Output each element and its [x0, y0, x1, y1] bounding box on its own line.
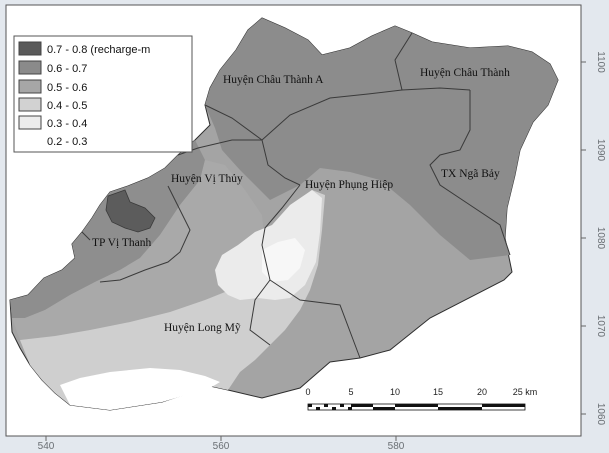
district-label-vi-thuy: Huyện Vị Thủy: [171, 173, 243, 185]
legend-swatch: [18, 79, 42, 94]
x-tick-label: 540: [38, 441, 55, 452]
legend-item: 0.3 - 0.4: [18, 115, 87, 130]
scale-label: 5: [348, 387, 353, 397]
district-label-chau-thanh-a: Huyện Châu Thành A: [223, 74, 324, 86]
legend-swatch: [18, 41, 42, 56]
legend-item: 0.5 - 0.6: [18, 79, 87, 94]
legend-item: 0.7 - 0.8 (recharge-m: [18, 41, 150, 56]
legend-item: 0.2 - 0.3: [18, 133, 87, 148]
scale-label: 20: [477, 387, 487, 397]
y-tick-label: 1100: [595, 51, 606, 73]
zone-0-2-center: [262, 238, 305, 282]
legend-item: 0.4 - 0.5: [18, 97, 87, 112]
y-tick-label: 1060: [595, 403, 606, 426]
legend-label: 0.3 - 0.4: [47, 118, 87, 130]
legend-swatch: [18, 115, 42, 130]
district-label-long-my: Huyện Long Mỹ: [164, 322, 241, 334]
y-tick-label: 1070: [595, 315, 606, 338]
legend-swatch: [18, 133, 42, 148]
legend-label: 0.2 - 0.3: [47, 136, 87, 148]
x-tick-label: 580: [388, 441, 405, 452]
zone-0-5-mid: [12, 160, 265, 340]
scale-label: 0: [305, 387, 310, 397]
legend-swatch: [18, 60, 42, 75]
x-axis-ticks: 540 560 580: [38, 436, 405, 452]
legend-item: 0.6 - 0.7: [18, 60, 87, 75]
legend-label: 0.4 - 0.5: [47, 100, 87, 112]
district-label-vi-thanh: TP Vị Thanh: [92, 237, 151, 249]
x-tick-label: 560: [213, 441, 230, 452]
y-tick-label: 1080: [595, 227, 606, 250]
y-axis-ticks: 1100 1090 1080 1070 1060: [581, 51, 606, 426]
zone-0-6-north: [205, 18, 558, 260]
scale-bar: 0 5 10 15 20 25 km: [305, 387, 538, 411]
province-map: [9, 17, 559, 411]
legend-label: 0.7 - 0.8 (recharge-m: [47, 44, 150, 56]
legend-label: 0.6 - 0.7: [47, 63, 87, 75]
zone-0-2-south: [60, 368, 220, 410]
legend-box: [13, 35, 193, 153]
scale-label: 15: [433, 387, 443, 397]
legend-label: 0.5 - 0.6: [47, 82, 87, 94]
y-tick-label: 1090: [595, 139, 606, 162]
district-boundaries: [81, 32, 511, 359]
zone-0-4-center: [20, 190, 325, 410]
legend: 0.7 - 0.8 (recharge-m 0.6 - 0.7 0.5 - 0.…: [13, 35, 193, 153]
district-label-nga-bay: TX Ngã Bảy: [441, 168, 500, 180]
district-label-phung-hiep: Huyện Phụng Hiệp: [305, 179, 393, 191]
zone-0-7-patch: [105, 189, 156, 233]
district-labels: Huyện Châu Thành A Huyện Châu Thành Huyệ…: [92, 67, 510, 334]
legend-swatch: [18, 97, 42, 112]
zone-0-6-west: [10, 140, 205, 318]
scale-label: 25 km: [513, 387, 538, 397]
scale-label: 10: [390, 387, 400, 397]
district-label-chau-thanh: Huyện Châu Thành: [420, 67, 510, 79]
